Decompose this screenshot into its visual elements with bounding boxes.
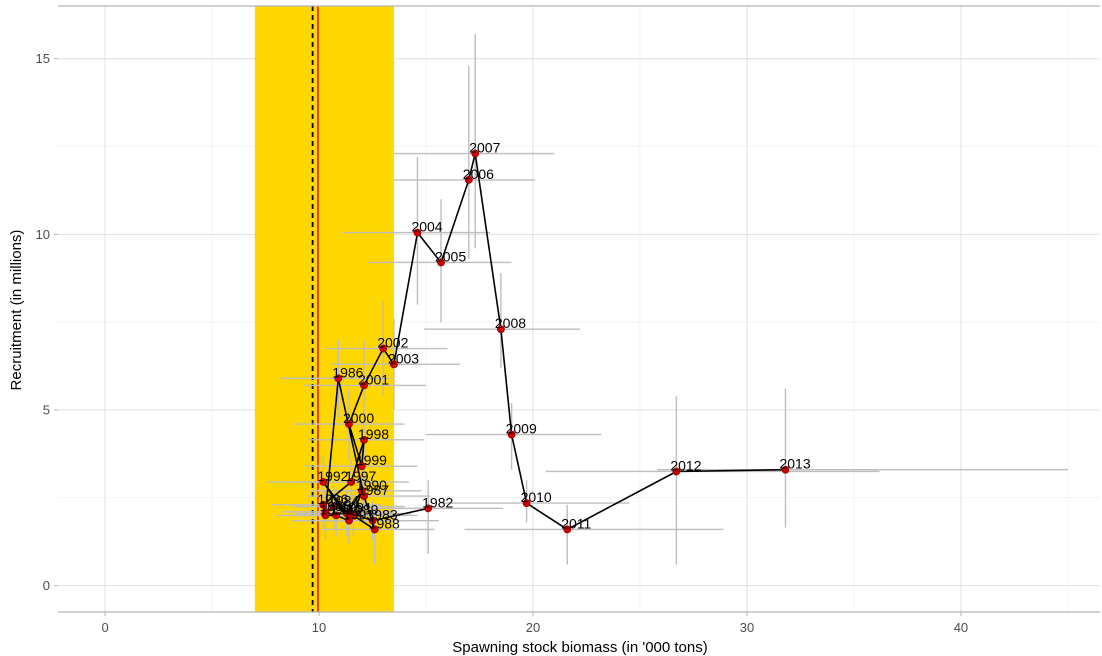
- point-label: 2003: [388, 350, 419, 366]
- data-point: [497, 325, 505, 334]
- x-axis-title: Spawning stock biomass (in '000 tons): [452, 639, 708, 656]
- point-label: 2001: [358, 371, 389, 387]
- data-point: [507, 430, 516, 439]
- point-label: 2000: [343, 410, 374, 426]
- data-point: [413, 228, 422, 237]
- data-point: [368, 516, 377, 525]
- data-point: [357, 462, 366, 471]
- point-label: 2013: [779, 456, 810, 472]
- series-line: [322, 152, 786, 531]
- point-label: 1991: [341, 500, 372, 516]
- data-point: [437, 258, 445, 267]
- y-tick-label: 15: [36, 51, 50, 66]
- y-axis-ticks: 0 5 10 15: [36, 51, 58, 593]
- y-tick-label: 5: [43, 403, 50, 418]
- point-label: 2008: [495, 315, 526, 331]
- point-label: 1987: [358, 482, 389, 498]
- point-label: 1988: [369, 515, 400, 531]
- x-tick-label: 10: [312, 620, 326, 635]
- reference-lines: [311, 6, 319, 612]
- data-point: [330, 502, 338, 511]
- data-point: [672, 467, 681, 476]
- data-point: [319, 500, 328, 509]
- data-point: [345, 516, 353, 525]
- data-point: [781, 465, 790, 474]
- point-label: 2010: [521, 489, 552, 505]
- point-label: 1994: [330, 501, 361, 517]
- data-point: [522, 499, 531, 507]
- point-label: 1985: [319, 498, 350, 514]
- x-tick-label: 20: [526, 620, 540, 635]
- point-label: 1995: [319, 501, 350, 517]
- data-point: [345, 420, 353, 428]
- data-point: [464, 175, 473, 184]
- point-labels: 1982198319841985198619871988198919901991…: [317, 140, 811, 532]
- x-axis-ticks: 0 10 20 30 40: [101, 612, 968, 635]
- point-label: 1999: [356, 452, 387, 468]
- point-label: 1982: [422, 494, 453, 510]
- point-label: 1990: [356, 477, 387, 493]
- x-tick-label: 40: [954, 620, 968, 635]
- point-label: 1996: [317, 491, 348, 507]
- data-points: [319, 149, 790, 534]
- point-label: 1984: [328, 493, 359, 509]
- point-label: 2006: [463, 166, 494, 182]
- data-point: [319, 478, 328, 486]
- point-label: 2011: [561, 515, 591, 531]
- point-label: 1993: [343, 507, 374, 523]
- point-label: 2012: [670, 457, 701, 473]
- data-point: [563, 525, 572, 534]
- data-point: [342, 509, 351, 518]
- x-tick-label: 30: [740, 620, 754, 635]
- data-point: [332, 511, 341, 520]
- data-point: [379, 344, 388, 353]
- data-point: [390, 360, 398, 369]
- y-tick-label: 10: [36, 227, 50, 242]
- data-point: [360, 435, 368, 444]
- point-label: 2002: [377, 335, 408, 351]
- data-point: [424, 504, 433, 513]
- data-point: [370, 525, 379, 534]
- data-point: [471, 149, 480, 158]
- point-label: 1986: [332, 364, 363, 380]
- data-point: [321, 511, 330, 520]
- point-label: 2007: [469, 140, 500, 156]
- grid: [58, 6, 1100, 612]
- point-label: 1998: [358, 426, 389, 442]
- x-tick-label: 0: [101, 620, 108, 635]
- data-point: [357, 486, 366, 495]
- y-axis-title: Recruitment (in millions): [8, 230, 25, 391]
- point-label: 1983: [367, 507, 398, 523]
- point-label: 1989: [347, 501, 378, 517]
- point-label: 2004: [411, 219, 442, 235]
- y-tick-label: 0: [43, 578, 50, 593]
- point-label: 2005: [435, 248, 466, 264]
- point-label: 1992: [317, 468, 348, 484]
- data-point: [360, 381, 368, 390]
- point-label: 1997: [345, 468, 376, 484]
- trajectory-line: [322, 152, 786, 531]
- data-point: [347, 478, 356, 486]
- plot-frame: [58, 5, 1100, 613]
- point-label: 2009: [506, 421, 537, 437]
- data-point: [334, 374, 343, 383]
